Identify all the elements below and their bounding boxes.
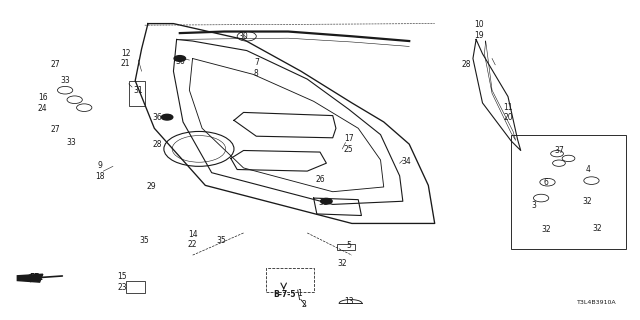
Text: T3L4B3910A: T3L4B3910A: [577, 300, 617, 305]
Text: 12
21: 12 21: [121, 49, 131, 68]
Text: 7
8: 7 8: [254, 58, 259, 78]
Text: 29: 29: [147, 182, 156, 191]
Bar: [125, 281, 145, 293]
Circle shape: [174, 56, 186, 61]
Text: 36: 36: [175, 57, 185, 66]
Text: 9
18: 9 18: [95, 161, 105, 181]
Text: 3: 3: [531, 202, 536, 211]
Text: 31: 31: [134, 86, 143, 95]
Text: 33: 33: [67, 138, 76, 147]
Text: 32: 32: [337, 259, 347, 268]
Text: B-7-5: B-7-5: [274, 290, 296, 299]
Bar: [511, 135, 626, 249]
Text: 32: 32: [583, 197, 593, 206]
Text: 13: 13: [344, 297, 353, 306]
Text: 6: 6: [544, 178, 548, 187]
Text: 28: 28: [153, 140, 163, 148]
Text: 15
23: 15 23: [118, 272, 127, 292]
Text: 28: 28: [462, 60, 471, 69]
Text: 34: 34: [401, 157, 411, 166]
Text: 33: 33: [60, 76, 70, 85]
Text: 16
24: 16 24: [38, 93, 47, 113]
Text: 2: 2: [301, 300, 307, 309]
Text: 4: 4: [585, 165, 590, 174]
Circle shape: [161, 114, 173, 120]
Text: 1: 1: [297, 289, 302, 298]
Text: 32: 32: [541, 225, 551, 234]
Text: 35: 35: [140, 236, 150, 245]
Text: 36: 36: [152, 113, 163, 122]
Bar: [129, 81, 145, 106]
Text: 5: 5: [346, 241, 351, 250]
Text: 11
20: 11 20: [503, 103, 513, 122]
Text: 10
19: 10 19: [474, 20, 484, 40]
Bar: [337, 244, 355, 251]
Text: 30: 30: [239, 32, 248, 41]
Text: 32: 32: [593, 224, 602, 233]
Circle shape: [321, 198, 332, 204]
Text: 36: 36: [318, 198, 328, 207]
Text: 26: 26: [315, 174, 325, 184]
Text: 27: 27: [51, 125, 60, 134]
Text: 14
22: 14 22: [188, 230, 197, 249]
Polygon shape: [17, 274, 43, 282]
Bar: [266, 268, 314, 292]
Text: 27: 27: [51, 60, 60, 69]
Text: 37: 37: [554, 146, 564, 155]
Text: 17
25: 17 25: [344, 134, 353, 154]
Text: FR.: FR.: [29, 273, 44, 282]
Text: 35: 35: [216, 236, 226, 245]
